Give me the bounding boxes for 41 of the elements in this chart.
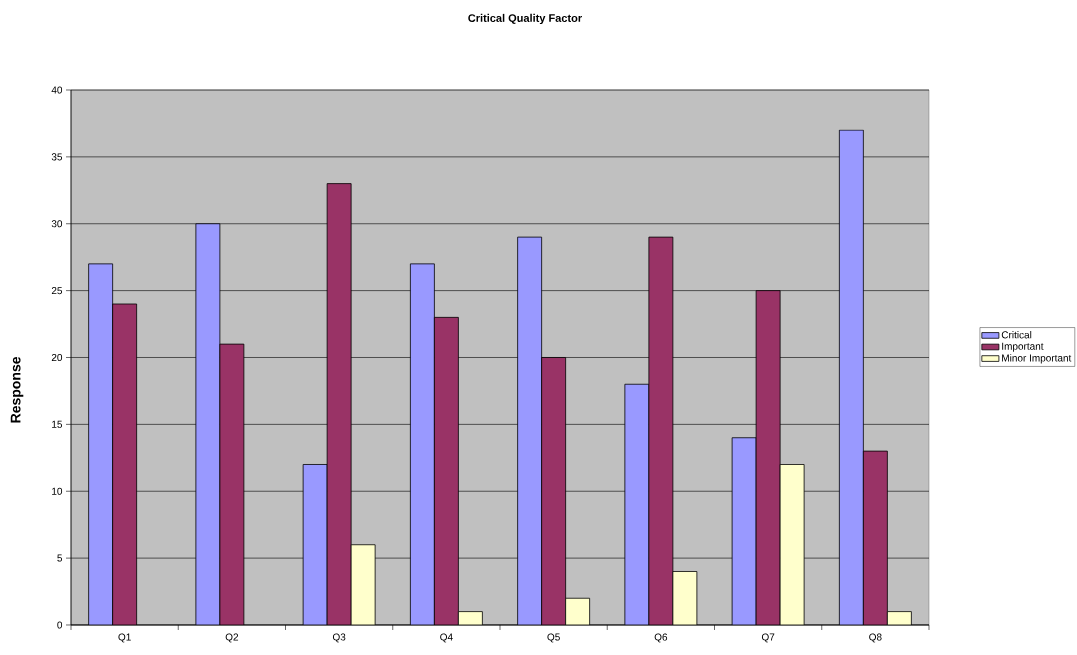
- x-tick-label: Q1: [118, 633, 131, 643]
- x-tick-label: Q6: [654, 633, 668, 643]
- bar: [351, 544, 376, 625]
- y-tick-label: 30: [51, 220, 63, 228]
- x-tick-label: Q8: [869, 633, 882, 643]
- bar: [780, 464, 805, 625]
- y-tick-label: 15: [52, 420, 63, 428]
- x-tick-label: Q7: [761, 633, 775, 643]
- y-tick-label: 40: [51, 86, 63, 94]
- bar: [88, 263, 113, 625]
- bar: [838, 129, 864, 625]
- bar: [410, 263, 435, 625]
- bar: [219, 344, 244, 625]
- y-tick-label: 5: [57, 554, 63, 562]
- bar: [732, 437, 757, 625]
- bar: [517, 237, 542, 625]
- chart-title: Critical Quality Factor: [468, 13, 582, 25]
- x-tick-label: Q4: [440, 633, 453, 643]
- legend-label: Critical: [1001, 331, 1032, 339]
- y-tick-label: 25: [51, 287, 63, 295]
- bar: [434, 317, 459, 625]
- bar: [303, 464, 328, 625]
- legend-label: Minor Important: [1002, 354, 1072, 364]
- bar: [565, 598, 590, 625]
- x-tick-label: Q3: [332, 633, 346, 643]
- bar: [648, 237, 673, 625]
- bar: [756, 290, 781, 625]
- x-tick-label: Q2: [225, 633, 239, 643]
- bar: [195, 223, 220, 625]
- y-tick-label: 0: [57, 621, 63, 629]
- x-tick-label: Q5: [547, 633, 560, 643]
- y-tick-label: 35: [51, 153, 63, 161]
- bar: [862, 450, 888, 625]
- y-axis-title: Response: [10, 356, 24, 423]
- legend-label: Important: [1002, 342, 1044, 352]
- y-tick-label: 10: [52, 487, 63, 495]
- bar: [327, 183, 352, 625]
- bar: [112, 303, 137, 625]
- y-tick-label: 20: [51, 353, 63, 362]
- bar: [624, 384, 649, 625]
- bar: [541, 357, 566, 625]
